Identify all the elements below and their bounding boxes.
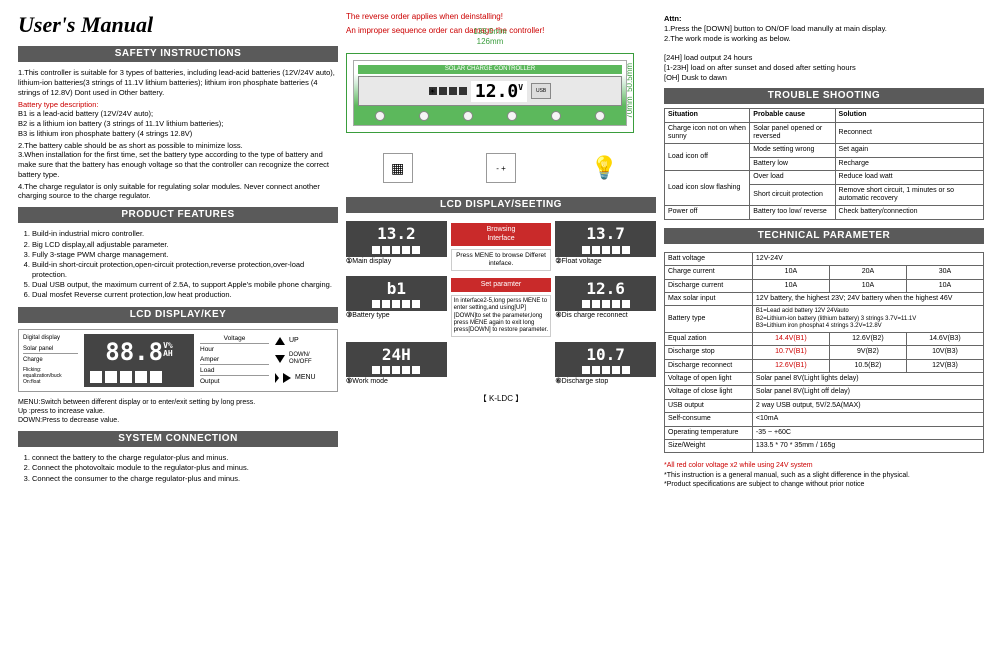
syscon-list: connect the battery to the charge regula… <box>18 453 338 484</box>
banner-lcdset: LCD DISPLAY/SEETING <box>346 197 656 213</box>
nav-press: Press MENE to browse Differet inteface. <box>451 249 552 271</box>
label-output: Output <box>200 378 269 386</box>
safety-p5: 3.When installation for the first time, … <box>18 150 338 179</box>
attn-m3: [OH] Dusk to dawn <box>664 73 727 82</box>
label-flick: Flicking: equalization/buck On:float <box>23 367 78 385</box>
lcdkey-notes: MENU:Switch between different display or… <box>18 396 338 427</box>
label-voltage: Voltage <box>200 335 269 344</box>
lcd-2: 13.7 <box>555 221 656 256</box>
syscon-3: Connect the consumer to the charge regul… <box>32 474 338 483</box>
techparam-table: Batt voltage12V-24V Charge current10A20A… <box>664 252 984 454</box>
dev-ico1: ☀ <box>429 87 437 95</box>
dev-btn1 <box>375 111 385 121</box>
label-solar: Solar panel <box>23 346 78 354</box>
safety-p4: 2.The battery cable should be as short a… <box>18 141 338 151</box>
attn-l2: 2.The work mode is working as below. <box>664 34 791 43</box>
banner-lcdkey: LCD DISPLAY/KEY <box>18 307 338 323</box>
safety-block: 1.This controller is suitable for 3 type… <box>18 66 338 203</box>
dev-btn6 <box>595 111 605 121</box>
safety-p6: 4.The charge regulator is only suitable … <box>18 182 320 201</box>
down-icon <box>275 355 285 363</box>
warn1: The reverse order applies when deinstall… <box>346 12 656 22</box>
nav-setparam: Set paramter <box>451 278 552 292</box>
label-amper: Amper <box>200 356 269 365</box>
up-icon <box>275 337 285 345</box>
menu-icon <box>275 373 279 383</box>
device-diagram: SOLAR CHARGE CONTROLLER ☀ 12.0V USB <box>346 53 634 133</box>
banner-trouble: TROUBLE SHOOTING <box>664 88 984 104</box>
trouble-table: SituationProbable causeSolution Charge i… <box>664 108 984 220</box>
bulb-icon: 💡 <box>589 153 619 183</box>
safety-p3: B1 is a lead-acid battery (12V/24V auto)… <box>18 109 338 138</box>
kldc-label: 【 K-LDC 】 <box>346 394 656 404</box>
feature-3: Fully 3-stage PWM charge management. <box>32 250 338 259</box>
dev-ico2 <box>439 87 447 95</box>
feature-6: Dual mosfet Reverse current protection,l… <box>32 290 338 299</box>
syscon-1: connect the battery to the charge regula… <box>32 453 338 462</box>
safety-p1: 1.This controller is suitable for 3 type… <box>18 68 338 97</box>
menu-icon2 <box>283 373 291 383</box>
feature-1: Build-in industrial micro controller. <box>32 229 338 238</box>
foot2: *This instruction is a general manual, s… <box>664 471 984 480</box>
bulb-icon <box>150 371 162 383</box>
dim-w2: 126mm <box>477 37 504 46</box>
safety-p2: Battery type description: <box>18 100 338 110</box>
attn-m2: [1-23H] load on after sunset and dosed a… <box>664 63 856 72</box>
foot1: *All red color voltage x2 while using 24… <box>664 461 984 470</box>
device-title: SOLAR CHARGE CONTROLLER <box>358 65 622 74</box>
feature-2: Big LCD display,all adjustable parameter… <box>32 240 338 249</box>
label-hour: Hour <box>200 346 269 354</box>
label-menu: MENU <box>295 374 316 382</box>
solar-panel-icon: ▦ <box>383 153 413 183</box>
lcd-3: b1 <box>346 276 447 311</box>
label-load: Load <box>200 367 269 376</box>
dev-btn4 <box>507 111 517 121</box>
banner-features: PRODUCT FEATURES <box>18 207 338 223</box>
lcd-display: 88.8V% AH <box>84 334 194 387</box>
usb-port: USB <box>531 83 551 99</box>
attn-m1: [24H] load output 24 hours <box>664 53 752 62</box>
device-lcd-unit: V <box>518 83 523 92</box>
foot3: *Product specifications are subject to c… <box>664 480 984 489</box>
dev-btn3 <box>463 111 473 121</box>
lcd-4: 12.6 <box>555 276 656 311</box>
label-digital: Digital display <box>23 335 78 342</box>
dev-btn5 <box>551 111 561 121</box>
panel-icon <box>90 371 102 383</box>
attn-block: Attn: 1.Press the [DOWN] button to ON/OF… <box>664 12 984 84</box>
lcd-1: 13.2 <box>346 221 447 256</box>
charge-icon <box>105 371 117 383</box>
banner-techparam: TECHNICAL PARAMETER <box>664 228 984 244</box>
attn-head: Attn: <box>664 14 682 23</box>
dev-btn2 <box>419 111 429 121</box>
lcd-5: 24H <box>346 342 447 377</box>
feature-4: Build-in short-circuit protection,open-c… <box>32 260 338 279</box>
label-charge: Charge <box>23 357 78 364</box>
features-list: Build-in industrial micro controller. Bi… <box>18 229 338 301</box>
lcd-6: 10.7 <box>555 342 656 377</box>
dim-w1: 133.5mm <box>473 27 506 36</box>
battery-icon <box>120 371 132 383</box>
lcd-key-diagram: Digital display Solar panel Charge Flick… <box>18 329 338 392</box>
connection-diagram: ▦ - + 💡 <box>346 143 656 193</box>
dev-ico4 <box>459 87 467 95</box>
label-down: DOWN/ ON/OFF <box>289 352 312 366</box>
nav-help: In interface2-5,long perss MENE to enter… <box>451 295 552 337</box>
title: User's Manual <box>18 12 338 38</box>
label-up: UP <box>289 337 299 345</box>
load-icon <box>135 371 147 383</box>
device-lcd-val: 12.0 <box>475 81 518 102</box>
battery-icon: - + <box>486 153 516 183</box>
attn-l1: 1.Press the [DOWN] button to ON/OF load … <box>664 24 887 33</box>
nav-browse: Browsing Interface <box>451 223 552 246</box>
dev-ico3 <box>449 87 457 95</box>
syscon-2: Connect the photovoltaic module to the r… <box>32 463 338 472</box>
banner-safety: SAFETY INSTRUCTIONS <box>18 46 338 62</box>
feature-5: Dual USB output, the maximum current of … <box>32 280 338 289</box>
lcd-grid: 13.2①Main display Browsing InterfacePres… <box>346 221 656 386</box>
banner-syscon: SYSTEM CONNECTION <box>18 431 338 447</box>
footnotes: *All red color voltage x2 while using 24… <box>664 461 984 488</box>
